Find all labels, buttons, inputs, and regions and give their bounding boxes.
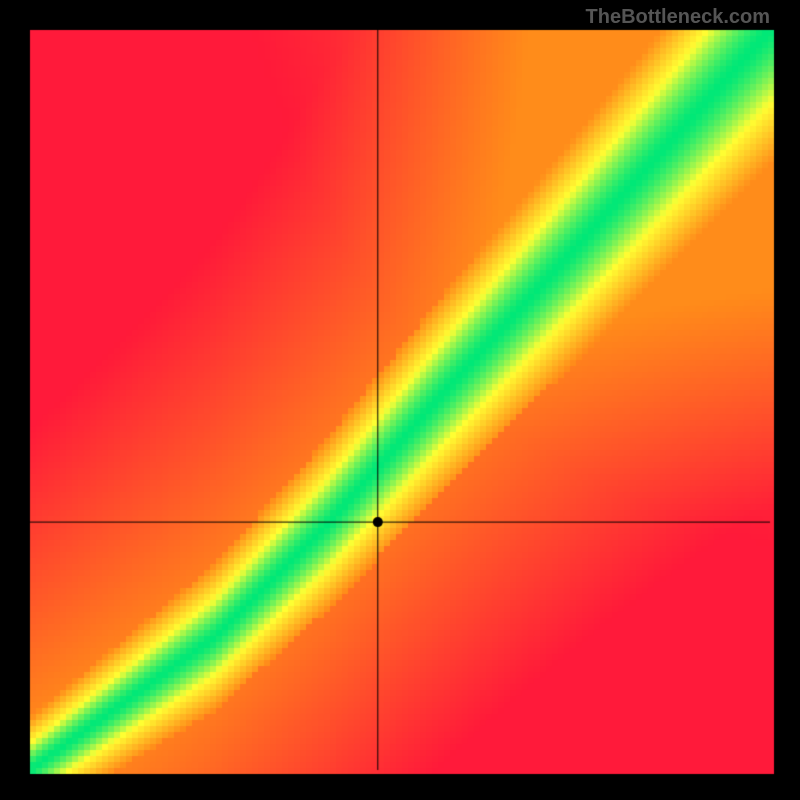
watermark-text: TheBottleneck.com: [586, 6, 770, 29]
bottleneck-heatmap: [0, 0, 800, 800]
chart-container: TheBottleneck.com: [0, 0, 800, 800]
